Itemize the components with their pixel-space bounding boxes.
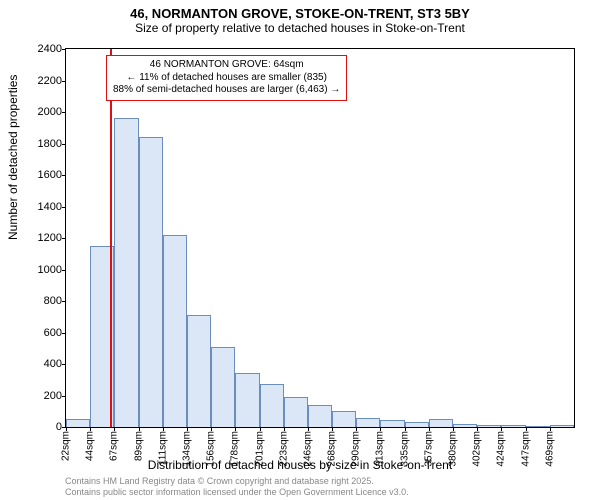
info-box: 46 NORMANTON GROVE: 64sqm← 11% of detach… [106,55,347,101]
histogram-bar [139,137,163,427]
x-axis-label: Distribution of detached houses by size … [0,458,600,472]
marker-line [110,49,112,427]
y-tick-mark [62,207,66,208]
y-tick-mark [62,144,66,145]
histogram-bar [66,419,90,427]
x-tick-label: 22sqm [61,431,72,461]
y-tick-mark [62,333,66,334]
histogram-bar [429,419,453,427]
histogram-bar [405,422,429,428]
histogram-bar [453,424,477,427]
y-tick-mark [62,238,66,239]
y-tick-mark [62,364,66,365]
histogram-bar [211,347,235,427]
y-tick-mark [62,301,66,302]
x-tick-label: 89sqm [133,431,144,461]
histogram-bar [284,397,308,427]
info-line: 88% of semi-detached houses are larger (… [113,84,340,97]
y-tick-mark [62,112,66,113]
histogram-bar [477,425,501,427]
histogram-bar [308,405,332,427]
histogram-bar [356,418,380,427]
x-tick-label: 67sqm [109,431,120,461]
info-line: ← 11% of detached houses are smaller (83… [113,72,340,85]
chart-subtitle: Size of property relative to detached ho… [0,21,600,39]
y-axis-label: Number of detached properties [6,75,20,240]
histogram-bar [380,420,404,427]
histogram-bar [550,425,574,427]
y-tick-mark [62,396,66,397]
histogram-bar [332,411,356,427]
attribution: Contains HM Land Registry data © Crown c… [65,476,409,498]
histogram-bar [501,425,525,427]
histogram-bar [187,315,211,427]
x-tick-label: 44sqm [85,431,96,461]
y-tick-mark [62,270,66,271]
histogram-bar [235,373,259,427]
plot-area: 0200400600800100012001400160018002000220… [65,48,575,428]
histogram-bar [114,118,138,427]
y-tick-mark [62,175,66,176]
histogram-bar [526,426,550,427]
y-tick-mark [62,49,66,50]
attribution-line: Contains public sector information licen… [65,487,409,498]
y-tick-mark [62,81,66,82]
attribution-line: Contains HM Land Registry data © Crown c… [65,476,409,487]
histogram-bar [260,384,284,427]
chart-title: 46, NORMANTON GROVE, STOKE-ON-TRENT, ST3… [0,0,600,21]
info-line: 46 NORMANTON GROVE: 64sqm [113,59,340,72]
histogram-bar [163,235,187,427]
